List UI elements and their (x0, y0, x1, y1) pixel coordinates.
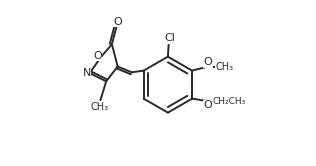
Text: O: O (204, 100, 212, 110)
Text: O: O (93, 51, 102, 61)
Text: O: O (204, 57, 212, 67)
Text: N: N (82, 68, 91, 78)
Text: CH₃: CH₃ (90, 102, 109, 112)
Text: CH₃: CH₃ (215, 62, 233, 72)
Text: Cl: Cl (164, 33, 175, 43)
Text: O: O (113, 17, 122, 27)
Text: CH₂CH₃: CH₂CH₃ (212, 97, 246, 106)
